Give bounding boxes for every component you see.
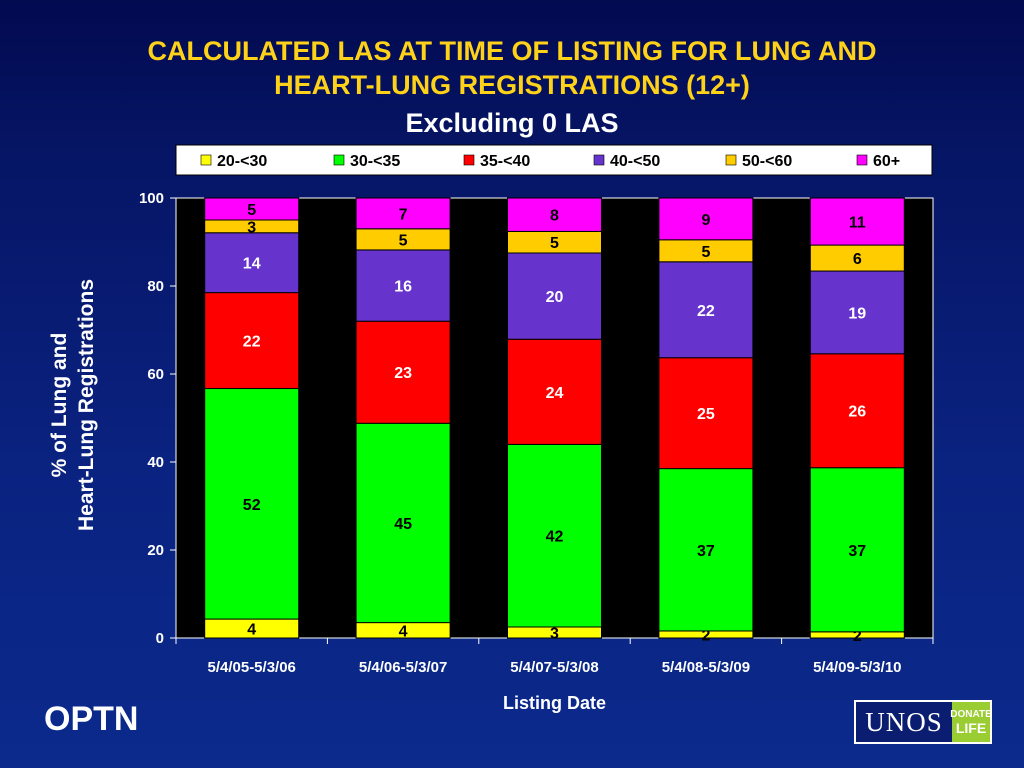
x-tick-label: 5/4/05-5/3/06 (207, 659, 295, 676)
data-label: 37 (848, 543, 866, 560)
x-axis-title: Listing Date (503, 693, 606, 713)
data-label: 5 (399, 232, 408, 249)
y-tick-label: 40 (147, 454, 164, 471)
y-tick-label: 80 (147, 278, 164, 295)
title-line-2: HEART-LUNG REGISTRATIONS (12+) (274, 70, 750, 100)
legend-box (175, 144, 933, 176)
bar-segment (809, 270, 905, 355)
data-label: 4 (247, 622, 256, 639)
y-tick-label: 20 (147, 542, 164, 559)
data-label: 8 (550, 208, 559, 225)
bar-segment (809, 467, 905, 633)
slide-subtitle: Excluding 0 LAS (405, 108, 619, 138)
bar-segment (658, 197, 754, 241)
bar-segment (809, 244, 905, 272)
bar-segment (355, 197, 451, 230)
data-label: 5 (247, 202, 256, 219)
legend-swatch-1 (333, 154, 345, 166)
slide-title: CALCULATED LAS AT TIME OF LISTING FOR LU… (0, 34, 1024, 102)
legend-swatch-0 (200, 154, 212, 166)
y-tick-label: 0 (156, 630, 164, 647)
data-label: 9 (701, 212, 710, 229)
y-axis-title: % of Lung and Heart-Lung Registrations (48, 279, 98, 531)
data-label: 45 (394, 516, 412, 533)
x-tick-label: 5/4/07-5/3/08 (510, 659, 598, 676)
legend-label-5: 60+ (873, 153, 900, 170)
unos-donate-life-logo: UNOS DONATE LIFE (854, 700, 992, 744)
data-label: 6 (853, 251, 862, 268)
optn-label: OPTN (44, 700, 139, 738)
bar-segment (507, 443, 602, 628)
y-tick-label: 100 (139, 190, 164, 207)
data-label: 37 (697, 543, 715, 560)
x-tick-label: 5/4/06-5/3/07 (359, 659, 447, 676)
legend-swatch-4 (725, 154, 737, 166)
data-label: 24 (546, 385, 564, 402)
bar-segment (507, 338, 602, 445)
donate-life-badge-top: DONATE (950, 708, 992, 720)
legend-swatch-5 (856, 154, 868, 166)
bar-segment (658, 357, 754, 470)
data-label: 52 (243, 497, 261, 514)
data-label: 25 (697, 406, 715, 423)
data-label: 16 (394, 279, 412, 296)
data-label: 3 (247, 219, 256, 236)
bar-segment (507, 197, 602, 232)
legend-label-3: 40-<50 (610, 153, 660, 170)
bar-segment (507, 252, 602, 340)
donate-life-badge-bottom: LIFE (955, 719, 987, 736)
data-label: 2 (853, 628, 862, 645)
data-label: 4 (399, 623, 408, 640)
bar-segment (809, 197, 905, 246)
bar-segment (355, 422, 451, 624)
legend-label-1: 30-<35 (350, 153, 400, 170)
data-label: 22 (243, 334, 261, 351)
donate-life-badge: DONATE LIFE (950, 702, 992, 742)
data-label: 3 (550, 626, 559, 643)
bar-segment (355, 249, 451, 322)
data-label: 2 (701, 627, 710, 644)
legend-swatch-2 (463, 154, 475, 166)
data-label: 7 (399, 206, 408, 223)
legend-label-0: 20-<30 (217, 153, 267, 170)
x-tick-label: 5/4/08-5/3/09 (662, 659, 750, 676)
bar-segment (204, 232, 300, 294)
bar-segment (355, 320, 451, 424)
data-label: 20 (546, 289, 564, 306)
bar-segment (658, 468, 754, 632)
data-label: 42 (546, 529, 564, 546)
bar-segment (204, 197, 300, 221)
data-label: 5 (550, 235, 559, 252)
legend-label-2: 35-<40 (480, 153, 530, 170)
data-label: 19 (848, 305, 866, 322)
title-line-1: CALCULATED LAS AT TIME OF LISTING FOR LU… (147, 36, 877, 66)
legend-label-4: 50-<60 (742, 153, 792, 170)
unos-logo-text: UNOS (865, 706, 943, 737)
x-tick-label: 5/4/09-5/3/10 (813, 659, 901, 676)
data-label: 11 (849, 215, 866, 232)
data-label: 5 (701, 244, 710, 261)
data-label: 14 (243, 256, 261, 273)
bar-segment (658, 261, 754, 359)
data-label: 26 (848, 404, 866, 421)
legend-swatch-3 (593, 154, 605, 166)
y-tick-label: 60 (147, 366, 164, 383)
data-label: 23 (394, 365, 412, 382)
data-label: 22 (697, 303, 715, 320)
